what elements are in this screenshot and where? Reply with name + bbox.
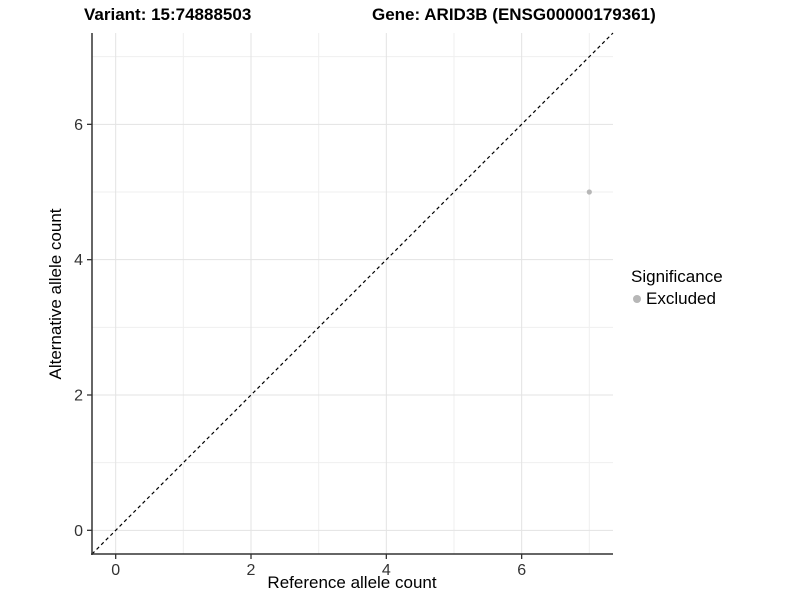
variant-title: Variant: 15:74888503 [84, 5, 252, 24]
x-tick-label: 4 [382, 562, 391, 579]
legend-key-dot-icon [633, 295, 641, 303]
legend-title: Significance [631, 267, 723, 286]
y-tick-label: 2 [74, 387, 83, 404]
data-point [586, 189, 592, 195]
legend-item-label: Excluded [646, 289, 716, 308]
y-tick-label: 4 [74, 252, 83, 269]
x-axis-title: Reference allele count [267, 573, 437, 592]
y-tick-label: 6 [74, 117, 83, 134]
x-tick-label: 2 [247, 562, 256, 579]
y-tick-label: 0 [74, 523, 83, 540]
y-axis-title: Alternative allele count [46, 208, 65, 380]
gene-title: Gene: ARID3B (ENSG00000179361) [372, 5, 656, 24]
x-tick-label: 0 [111, 562, 120, 579]
x-tick-label: 6 [517, 562, 526, 579]
legend: Significance Excluded [631, 267, 723, 309]
identity-dashed-line [91, 32, 614, 555]
legend-item: Excluded [633, 289, 723, 309]
legend-items: Excluded [631, 289, 723, 309]
